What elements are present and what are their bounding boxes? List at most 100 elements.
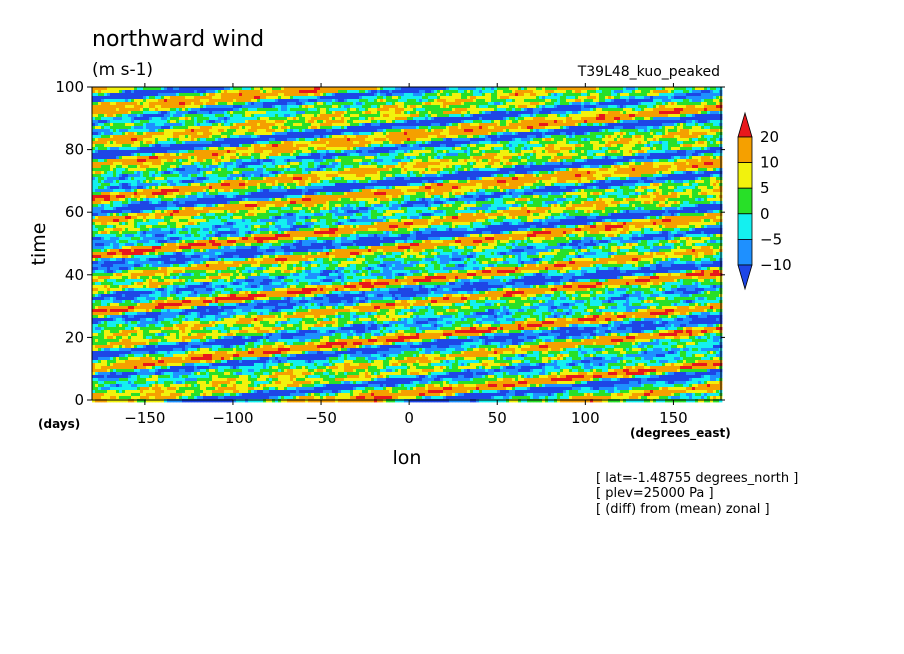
heatmap-cell <box>611 120 615 124</box>
heatmap-cell <box>179 108 183 112</box>
heatmap-cell <box>482 123 486 127</box>
heatmap-cell <box>494 132 498 136</box>
heatmap-cell <box>95 123 99 127</box>
heatmap-cell <box>332 129 336 133</box>
heatmap-cell <box>650 135 654 139</box>
heatmap-cell <box>710 102 714 106</box>
heatmap-cell <box>104 123 108 127</box>
heatmap-cell <box>536 102 540 106</box>
heatmap-cell <box>263 135 267 139</box>
heatmap-cell <box>608 96 612 100</box>
heatmap-cell <box>287 87 291 91</box>
heatmap-cell <box>236 99 240 103</box>
heatmap-cell <box>449 153 453 157</box>
heatmap-cell <box>404 93 408 97</box>
heatmap-cell <box>530 132 534 136</box>
heatmap-cell <box>698 96 702 100</box>
heatmap-cell <box>260 114 264 118</box>
heatmap-cell <box>230 138 234 142</box>
heatmap-cell <box>584 99 588 103</box>
heatmap-cell <box>341 96 345 100</box>
heatmap-cell <box>596 150 600 154</box>
heatmap-cell <box>530 156 534 160</box>
heatmap-cell <box>569 144 573 148</box>
heatmap-cell <box>476 114 480 118</box>
heatmap-cell <box>356 90 360 94</box>
heatmap-cell <box>422 120 426 124</box>
heatmap-cell <box>233 114 237 118</box>
heatmap-cell <box>290 123 294 127</box>
heatmap-cell <box>485 135 489 139</box>
heatmap-cell <box>671 126 675 130</box>
heatmap-cell <box>677 129 681 133</box>
heatmap-cell <box>98 126 102 130</box>
heatmap-cell <box>167 105 171 109</box>
heatmap-cell <box>632 90 636 94</box>
heatmap-cell <box>467 96 471 100</box>
heatmap-cell <box>536 108 540 112</box>
heatmap-cell <box>245 153 249 157</box>
heatmap-cell <box>413 129 417 133</box>
heatmap-cell <box>647 99 651 103</box>
heatmap-cell <box>482 132 486 136</box>
heatmap-cell <box>494 111 498 115</box>
heatmap-cell <box>338 123 342 127</box>
heatmap-cell <box>686 144 690 148</box>
heatmap-cell <box>425 105 429 109</box>
heatmap-cell <box>596 135 600 139</box>
heatmap-cell <box>275 150 279 154</box>
heatmap-cell <box>551 99 555 103</box>
heatmap-cell <box>197 117 201 121</box>
heatmap-cell <box>359 129 363 133</box>
heatmap-cell <box>557 153 561 157</box>
heatmap-cell <box>191 126 195 130</box>
heatmap-cell <box>665 138 669 142</box>
heatmap-cell <box>653 123 657 127</box>
heatmap-cell <box>650 111 654 115</box>
heatmap-cell <box>458 90 462 94</box>
heatmap-cell <box>680 126 684 130</box>
heatmap-cell <box>506 141 510 145</box>
heatmap-cell <box>395 129 399 133</box>
heatmap-cell <box>665 135 669 139</box>
heatmap-cell <box>431 132 435 136</box>
heatmap-cell <box>170 153 174 157</box>
heatmap-field <box>92 87 723 403</box>
heatmap-cell <box>101 144 105 148</box>
heatmap-cell <box>515 93 519 97</box>
heatmap-cell <box>644 96 648 100</box>
heatmap-cell <box>389 141 393 145</box>
heatmap-cell <box>359 144 363 148</box>
heatmap-cell <box>269 135 273 139</box>
heatmap-cell <box>416 129 420 133</box>
heatmap-cell <box>599 153 603 157</box>
heatmap-cell <box>392 102 396 106</box>
heatmap-cell <box>245 108 249 112</box>
heatmap-cell <box>551 90 555 94</box>
heatmap-cell <box>167 138 171 142</box>
heatmap-cell <box>527 153 531 157</box>
heatmap-cell <box>287 126 291 130</box>
heatmap-cell <box>359 96 363 100</box>
heatmap-cell <box>233 105 237 109</box>
heatmap-cell <box>569 138 573 142</box>
heatmap-cell <box>170 99 174 103</box>
heatmap-cell <box>479 147 483 151</box>
heatmap-cell <box>530 147 534 151</box>
heatmap-cell <box>665 111 669 115</box>
heatmap-cell <box>635 117 639 121</box>
heatmap-cell <box>128 123 132 127</box>
heatmap-cell <box>290 153 294 157</box>
heatmap-cell <box>398 102 402 106</box>
heatmap-cell <box>317 114 321 118</box>
heatmap-cell <box>602 108 606 112</box>
heatmap-cell <box>617 120 621 124</box>
heatmap-cell <box>335 153 339 157</box>
heatmap-cell <box>446 132 450 136</box>
heatmap-cell <box>491 141 495 145</box>
heatmap-cell <box>149 126 153 130</box>
heatmap-cell <box>134 126 138 130</box>
heatmap-cell <box>425 99 429 103</box>
heatmap-cell <box>506 108 510 112</box>
heatmap-cell <box>647 102 651 106</box>
